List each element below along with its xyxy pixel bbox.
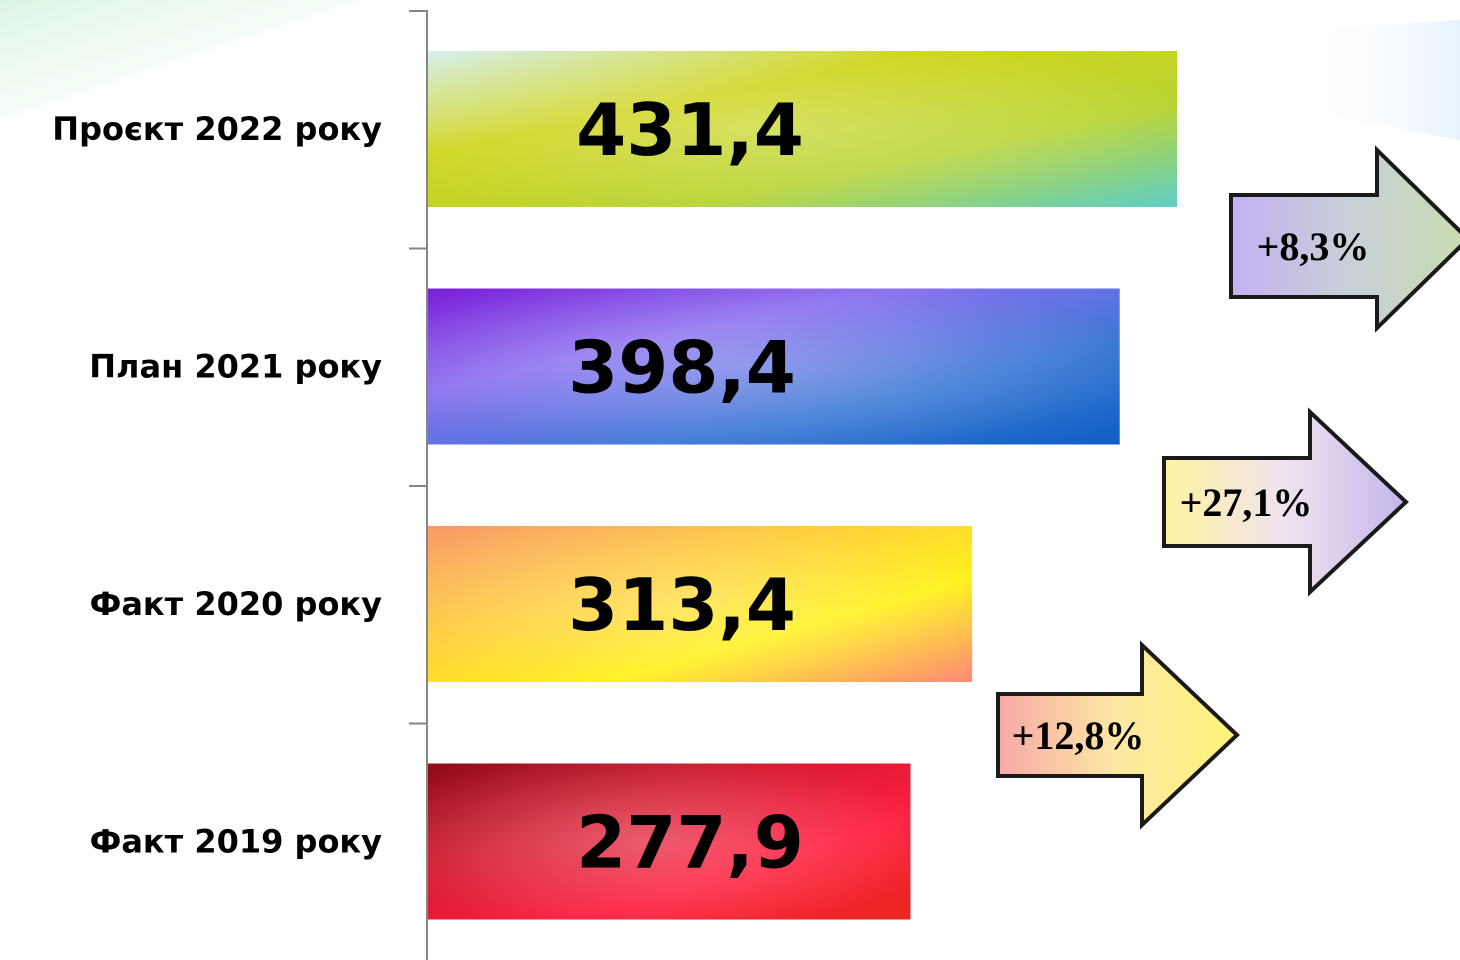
category-label: Факт 2019 року xyxy=(90,823,383,861)
growth-label: +27,1% xyxy=(1180,480,1313,525)
category-label: Проєкт 2022 року xyxy=(52,110,382,148)
bar-highlight xyxy=(428,51,1177,207)
growth-arrows: +12,8% +27,1% +8,3% xyxy=(996,145,1460,830)
bar-highlight xyxy=(428,763,911,920)
category-label: Факт 2020 року xyxy=(90,585,383,623)
bar-highlight xyxy=(428,288,1120,445)
category-label: План 2021 року xyxy=(89,348,382,386)
bars: Проєкт 2022 року 431,4 План 2021 року 398,4… xyxy=(52,51,1177,920)
bar-highlight xyxy=(428,526,973,682)
growth-label: +12,8% xyxy=(1012,713,1145,758)
arrow-right-icon xyxy=(1162,407,1409,597)
growth-arrow: +8,3% xyxy=(1229,145,1460,333)
value-label: 398,4 xyxy=(568,326,796,410)
growth-arrow: +27,1% xyxy=(1162,407,1409,597)
arrow-right-icon xyxy=(996,640,1240,830)
growth-label: +8,3% xyxy=(1257,224,1370,269)
value-label: 431,4 xyxy=(576,88,804,172)
growth-arrow: +12,8% xyxy=(996,640,1240,830)
value-label: 277,9 xyxy=(576,801,804,885)
y-axis xyxy=(409,10,428,960)
value-label: 313,4 xyxy=(568,563,796,647)
arrow-right-icon xyxy=(1229,145,1460,333)
